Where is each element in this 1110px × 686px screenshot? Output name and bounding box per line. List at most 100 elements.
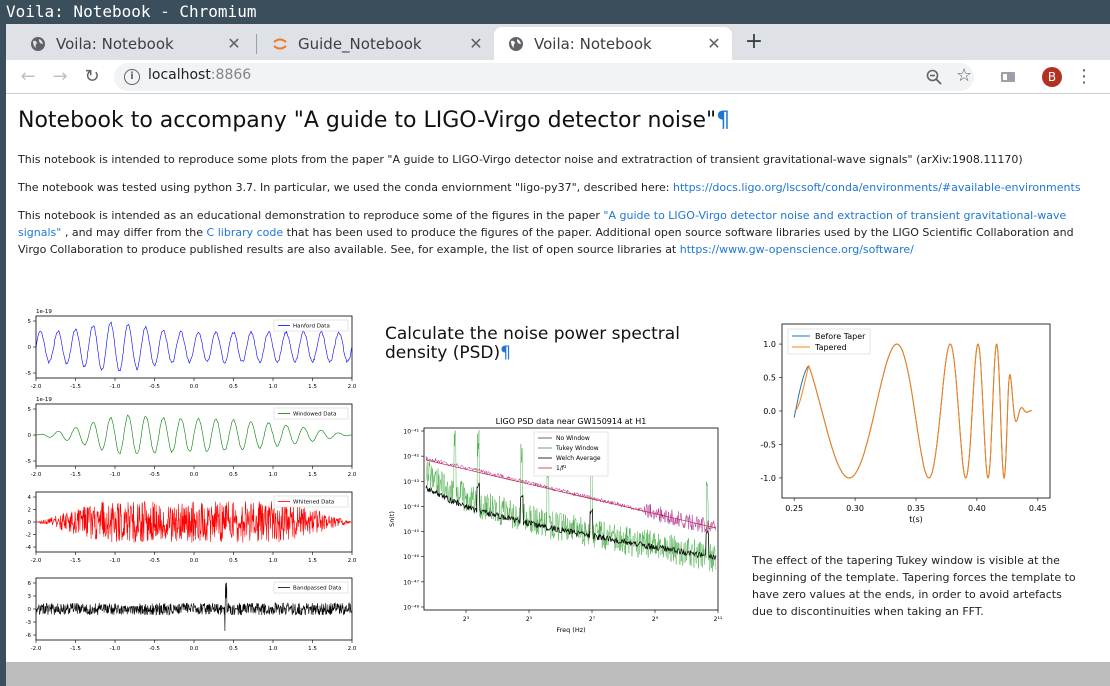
- series-line: [793, 343, 1032, 479]
- tab-voila-active[interactable]: Voila: Notebook ✕: [494, 27, 732, 60]
- back-button[interactable]: ←: [20, 66, 36, 87]
- x-tick-label: 0.0: [190, 472, 199, 478]
- x-tick-label: 2.0: [348, 558, 357, 564]
- series-line: [35, 321, 353, 372]
- series-line: [425, 459, 717, 529]
- toolbar: ← → ↻ i localhost:8866 ☆ B ⋮: [6, 60, 1110, 94]
- x-tick-label: 0.45: [1029, 504, 1047, 513]
- new-tab-button[interactable]: +: [744, 29, 764, 54]
- zoom-out-icon[interactable]: [926, 69, 942, 85]
- plot-frame: [35, 315, 353, 379]
- intro-paragraph: This notebook is intended to reproduce s…: [18, 153, 1023, 166]
- y-tick-label: -6: [26, 633, 32, 639]
- window-title: Voila: Notebook - Chromium: [0, 0, 1110, 24]
- tab-guide-notebook[interactable]: Guide_Notebook ✕: [258, 27, 494, 60]
- y-axis-label: Sn(t): [388, 511, 396, 527]
- series-line: [425, 430, 717, 572]
- x-tick-label: -1.0: [110, 472, 121, 478]
- y-tick-label: -1.0: [760, 474, 776, 483]
- series-line: [35, 582, 353, 632]
- x-tick-label: 2⁵: [526, 616, 533, 623]
- x-tick-label: 1.0: [269, 646, 278, 652]
- globe-icon: [31, 36, 45, 51]
- legend-label: Before Taper: [815, 332, 866, 341]
- chart-title: LIGO PSD data near GW150914 at H1: [496, 417, 647, 426]
- series-line: [425, 482, 717, 561]
- x-tick-label: 0.35: [907, 504, 925, 513]
- globe-icon: [509, 36, 523, 51]
- x-tick-label: 1.0: [269, 472, 278, 478]
- y-tick-label: 0.0: [763, 407, 776, 416]
- x-tick-label: 0.40: [968, 504, 986, 513]
- avatar[interactable]: B: [1042, 67, 1062, 87]
- y-tick-label: 5: [28, 407, 32, 413]
- y-tick-label: 10⁻⁴⁸: [403, 605, 419, 612]
- y-tick-label: 0: [28, 520, 32, 526]
- y-tick-label: 10⁻⁴¹: [403, 429, 419, 436]
- extension-icon[interactable]: [1000, 69, 1016, 85]
- x-tick-label: 0.5: [229, 646, 238, 652]
- x-tick-label: -1.5: [70, 558, 81, 564]
- disclaimer-paragraph: This notebook is intended as an educatio…: [18, 209, 1074, 256]
- x-tick-label: 1.5: [308, 384, 317, 390]
- tab-divider: [256, 34, 257, 54]
- x-tick-label: 0.30: [846, 504, 864, 513]
- x-tick-label: 1.0: [269, 384, 278, 390]
- legend-label: Tukey Window: [555, 445, 599, 452]
- plot-frame: [35, 491, 353, 553]
- x-tick-label: 2.0: [348, 384, 357, 390]
- plot-frame: [423, 427, 719, 611]
- y-tick-label: 6: [28, 581, 32, 587]
- close-icon[interactable]: ✕: [707, 34, 721, 53]
- reload-button[interactable]: ↻: [84, 66, 100, 87]
- url-text: localhost:8866: [148, 67, 252, 83]
- legend-label: Whitened Data: [293, 500, 334, 506]
- environment-paragraph: The notebook was tested using python 3.7…: [18, 181, 1081, 194]
- paper-link[interactable]: "A guide to LIGO-Virgo detector noise an…: [18, 209, 1067, 239]
- conda-link[interactable]: https://docs.ligo.org/lscsoft/conda/envi…: [672, 181, 1081, 194]
- info-icon[interactable]: i: [124, 69, 140, 85]
- y-tick-label: 10⁻⁴⁴: [403, 504, 419, 511]
- series-line: [36, 414, 352, 455]
- y-tick-label: -5: [26, 371, 32, 377]
- x-tick-label: -1.5: [70, 472, 81, 478]
- y-tick-label: 10⁻⁴⁷: [403, 579, 419, 586]
- tab-label: Voila: Notebook: [56, 34, 174, 53]
- x-tick-label: -2.0: [31, 384, 42, 390]
- x-tick-label: 1.5: [308, 558, 317, 564]
- legend-label: No Window: [556, 435, 590, 442]
- page-title: Notebook to accompany "A guide to LIGO-V…: [18, 108, 731, 133]
- notebook-page: Notebook to accompany "A guide to LIGO-V…: [6, 94, 1110, 662]
- legend-box: [533, 431, 609, 477]
- x-tick-label: -0.5: [149, 558, 160, 564]
- close-icon[interactable]: ✕: [227, 34, 241, 53]
- x-tick-label: -2.0: [31, 558, 42, 564]
- x-tick-label: 1.5: [308, 646, 317, 652]
- y-tick-label: 2: [28, 508, 32, 514]
- menu-icon[interactable]: ⋮: [1075, 66, 1093, 87]
- software-link[interactable]: https://www.gw-openscience.org/software/: [679, 243, 914, 256]
- bottom-bar: [6, 662, 1110, 686]
- y-tick-label: 0: [28, 607, 32, 613]
- x-tick-label: -2.0: [31, 472, 42, 478]
- x-tick-label: 0.5: [229, 472, 238, 478]
- legend-label: Tapered: [814, 343, 847, 352]
- plot-frame: [35, 577, 353, 641]
- address-bar[interactable]: i localhost:8866 ☆: [114, 63, 974, 91]
- x-tick-label: 2¹¹: [714, 616, 723, 623]
- x-tick-label: -0.5: [149, 384, 160, 390]
- bookmark-star-icon[interactable]: ☆: [956, 65, 973, 86]
- tab-voila-1[interactable]: Voila: Notebook ✕: [16, 27, 252, 60]
- c-library-link[interactable]: C library code: [206, 226, 284, 239]
- legend-label: Bandpassed Data: [293, 586, 341, 592]
- x-tick-label: -1.5: [70, 384, 81, 390]
- anchor-link[interactable]: ¶: [500, 343, 511, 363]
- close-icon[interactable]: ✕: [469, 34, 483, 53]
- anchor-link[interactable]: ¶: [716, 108, 731, 133]
- x-tick-label: 1.5: [308, 472, 317, 478]
- section-title: Calculate the noise power spectral densi…: [385, 324, 680, 363]
- x-tick-label: 0.5: [229, 558, 238, 564]
- offset-label: 1e-19: [36, 397, 52, 403]
- forward-button[interactable]: →: [52, 66, 68, 87]
- x-tick-label: 2.0: [348, 646, 357, 652]
